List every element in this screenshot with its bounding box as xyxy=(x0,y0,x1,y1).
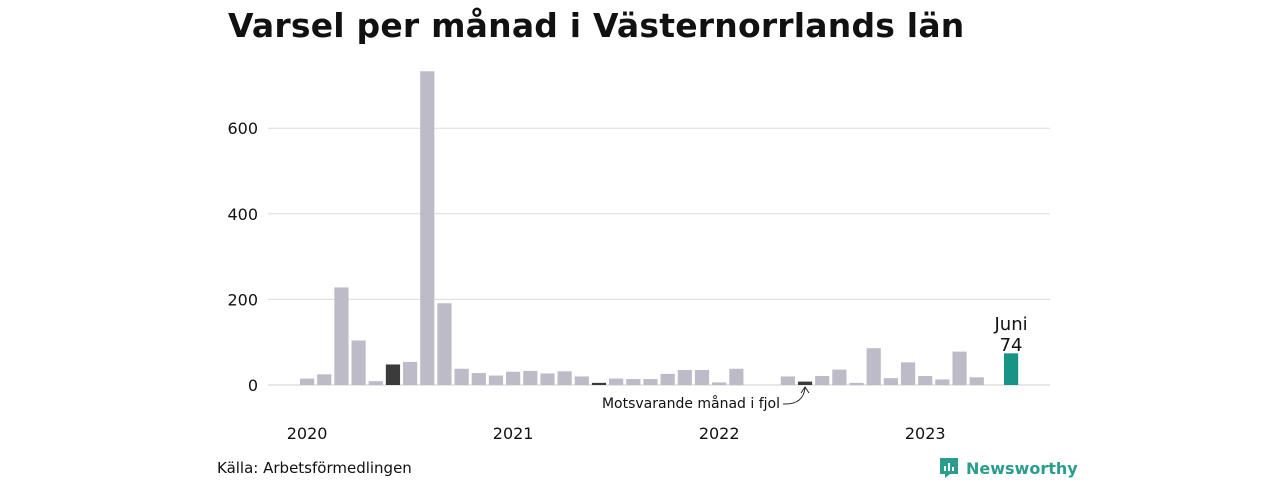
brand-name: Newsworthy xyxy=(966,458,1078,478)
source-note: Källa: Arbetsförmedlingen xyxy=(217,459,412,477)
x-tick-label: 2023 xyxy=(905,424,946,443)
bar xyxy=(437,303,452,385)
bar xyxy=(351,340,366,385)
bar xyxy=(506,371,521,385)
annotation-arrowhead xyxy=(800,386,810,394)
bar xyxy=(1003,353,1019,385)
bar xyxy=(660,373,675,385)
bar xyxy=(591,382,607,385)
bar xyxy=(815,376,830,385)
bar xyxy=(540,373,555,385)
chart-title: Varsel per månad i Västernorrlands län xyxy=(228,6,965,45)
bar xyxy=(729,368,744,385)
bar xyxy=(780,376,795,385)
annotation-arrow xyxy=(783,387,806,405)
bar xyxy=(488,375,504,385)
bar xyxy=(883,378,898,385)
bar xyxy=(935,379,950,385)
bar xyxy=(694,370,710,385)
y-tick-label: 0 xyxy=(248,376,258,395)
bar xyxy=(420,71,435,385)
bar xyxy=(969,377,984,385)
x-tick-label: 2020 xyxy=(287,424,328,443)
bar xyxy=(471,373,486,385)
bar xyxy=(832,369,847,385)
x-tick-label: 2022 xyxy=(699,424,740,443)
bar xyxy=(626,379,641,385)
bar xyxy=(849,382,864,385)
y-tick-label: 600 xyxy=(227,119,258,138)
y-tick-label: 200 xyxy=(227,290,258,309)
bar xyxy=(712,382,727,385)
previous-year-annotation: Motsvarande månad i fjol xyxy=(602,395,780,412)
x-tick-label: 2021 xyxy=(493,424,534,443)
bar xyxy=(643,379,658,385)
current-value-label: 74 xyxy=(1000,335,1023,356)
bar xyxy=(574,376,589,385)
bar xyxy=(317,374,332,385)
bar xyxy=(866,348,881,385)
bar xyxy=(368,381,383,385)
bar xyxy=(557,371,572,385)
bar xyxy=(918,376,933,385)
bar xyxy=(300,378,315,385)
bar xyxy=(900,362,916,385)
bar xyxy=(523,370,538,385)
bar xyxy=(403,361,418,385)
newsworthy-logo-icon xyxy=(940,458,958,478)
bar xyxy=(952,351,967,385)
y-tick-label: 400 xyxy=(227,205,258,224)
current-month-label: Juni xyxy=(993,314,1027,335)
brand-logo: Newsworthy xyxy=(938,456,1078,480)
bar xyxy=(609,378,624,385)
bar xyxy=(677,370,692,385)
bar xyxy=(385,364,401,385)
bar xyxy=(334,287,349,385)
bar xyxy=(797,381,813,385)
bar xyxy=(454,368,469,385)
